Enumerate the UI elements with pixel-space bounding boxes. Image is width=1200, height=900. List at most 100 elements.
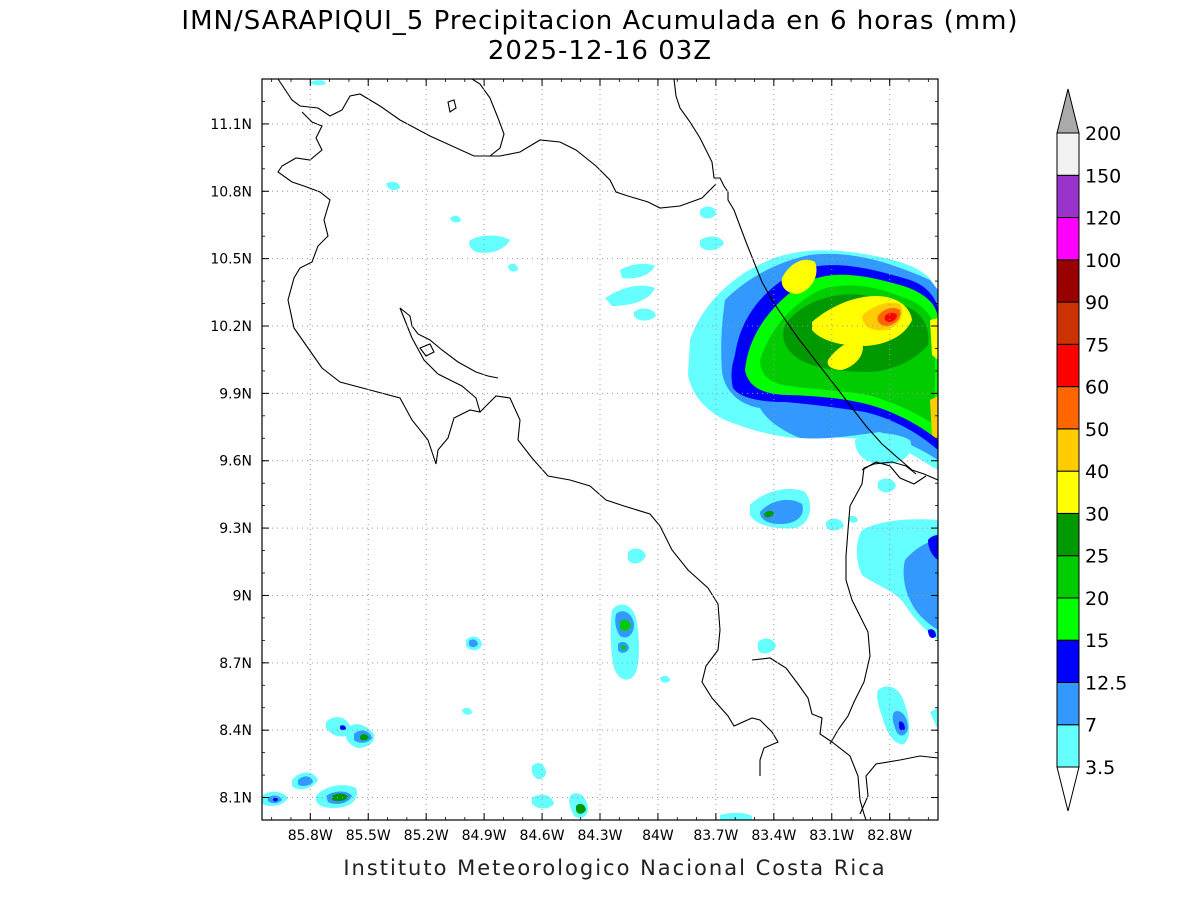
precip-n-cell-1 xyxy=(469,235,510,253)
precip-se-cell-6 xyxy=(930,708,938,730)
precip-ne-60 xyxy=(884,312,897,322)
precip-sw-cell-1c xyxy=(360,734,369,741)
precip-se-cell-2 xyxy=(855,433,912,465)
precip-c-cell-4b xyxy=(469,639,478,648)
coastlines xyxy=(277,79,938,820)
lat-tick-label: 9.6N xyxy=(219,454,252,470)
colorbar-label: 50 xyxy=(1085,419,1109,441)
precip-e-edge-30 xyxy=(930,318,938,360)
map-title: IMN/SARAPIQUI_5 Precipitacion Acumulada … xyxy=(181,6,1019,36)
precip-c-cell-3e xyxy=(621,644,626,650)
colorbar-label: 30 xyxy=(1085,503,1109,525)
lat-tick-label: 9.9N xyxy=(219,386,252,402)
colorbar-label: 60 xyxy=(1085,377,1109,399)
precip-n-cell-4 xyxy=(634,308,656,321)
colorbar-label: 20 xyxy=(1085,588,1109,610)
colorbar-swatch xyxy=(1056,724,1080,768)
colorbar-swatch xyxy=(1056,470,1080,514)
precip-sw-cell-1d xyxy=(340,725,346,731)
colorbar-swatch xyxy=(1056,301,1080,345)
precip-sw-cell-5 xyxy=(532,794,554,809)
precip-se-cell-4 xyxy=(826,518,844,531)
colorbar-label: 200 xyxy=(1085,123,1121,145)
precip-se-cell-1c xyxy=(899,721,905,731)
colorbar-swatch xyxy=(1056,343,1080,388)
lat-tick-label: 10.2N xyxy=(210,319,252,335)
colorbar-label: 7 xyxy=(1085,715,1097,737)
lat-tick-label: 9N xyxy=(233,588,252,604)
colorbar-label: 25 xyxy=(1085,546,1109,568)
coastline-gulf-nicoya xyxy=(399,307,499,379)
colorbar-swatch xyxy=(1056,639,1080,683)
coastline-lake-island xyxy=(447,99,457,113)
colorbar-label: 150 xyxy=(1085,165,1121,187)
lon-tick-label: 83.1W xyxy=(809,828,854,844)
precip-se-band-d xyxy=(928,629,936,638)
lon-tick-label: 85.8W xyxy=(288,828,333,844)
precip-n-cell-3 xyxy=(620,263,655,279)
colorbar-label: 100 xyxy=(1085,250,1121,272)
precip-ne-30c xyxy=(827,340,863,370)
gridlines xyxy=(262,79,938,820)
coastline-nicaragua-lake xyxy=(277,79,505,157)
lon-tick-label: 84.3W xyxy=(577,828,622,844)
colorbar-swatch xyxy=(1056,259,1080,303)
lon-tick-label: 82.8W xyxy=(867,828,912,844)
precip-c-cell-5 xyxy=(758,638,776,654)
lat-tick-label: 10.8N xyxy=(210,184,252,200)
colorbar-label: 3.5 xyxy=(1085,757,1115,779)
precip-sw-cell-3c xyxy=(332,793,348,802)
longitude-axis: 85.8W 85.5W 85.2W 84.9W 84.6W 84.3W 84W 83.7W 83… xyxy=(271,79,929,844)
precip-ne-30b xyxy=(781,259,817,294)
colorbar-label: 15 xyxy=(1085,630,1109,652)
colorbar-swatch xyxy=(1056,681,1080,726)
coastline-panama-pacific xyxy=(859,755,938,815)
colorbar-swatch xyxy=(1056,555,1080,599)
precip-n-cell-6 xyxy=(700,236,724,251)
colorbar-over-arrow xyxy=(1056,88,1080,134)
precip-c-cell-3c xyxy=(620,619,631,631)
border-panama-river xyxy=(861,461,927,485)
colorbar-label: 40 xyxy=(1085,461,1109,483)
colorbar-legend: 3.5 7 12.5 15 20 25 30 40 50 60 75 90 100 120 150 200 xyxy=(1056,88,1127,812)
colorbar-under-arrow xyxy=(1056,766,1080,812)
precip-se-cell-5 xyxy=(848,515,858,523)
coastline-pacific-north xyxy=(277,111,481,465)
latitude-axis: 8.1N 8.4N 8.7N 9N 9.3N 9.6N 9.9N 10.2N 10.5N 10.8… xyxy=(210,78,938,821)
lon-tick-label: 84.6W xyxy=(520,828,565,844)
lat-tick-label: 8.7N xyxy=(219,656,252,672)
precip-sw-cell-6 xyxy=(532,763,546,780)
lat-tick-label: 8.4N xyxy=(219,723,252,739)
precip-se-band-b xyxy=(903,540,938,630)
lat-tick-label: 8.1N xyxy=(219,791,252,807)
lon-tick-label: 83.7W xyxy=(693,828,738,844)
precip-n-cell-7 xyxy=(386,181,400,191)
precip-n-cell-8 xyxy=(450,215,461,223)
precip-n-cell-5 xyxy=(700,206,716,219)
credit-text: Instituto Meteorologico Nacional Costa R… xyxy=(343,856,887,880)
colorbar-swatch xyxy=(1056,597,1080,641)
precip-sw-cell-4c xyxy=(273,797,278,802)
coastline-nicoya-island xyxy=(419,343,435,357)
colorbar-swatch xyxy=(1056,386,1080,430)
lat-tick-label: 11.1N xyxy=(210,117,252,133)
precip-c-cell-2 xyxy=(628,548,646,564)
precip-sw-cell-7b xyxy=(576,803,586,814)
borders xyxy=(474,139,927,745)
colorbar-swatch xyxy=(1056,132,1080,176)
lat-tick-label: 9.3N xyxy=(219,521,252,537)
coastline-osa xyxy=(751,657,867,820)
precip-c-cell-1b xyxy=(760,499,803,524)
precip-n-cell-2 xyxy=(605,285,655,306)
colorbar-swatch xyxy=(1056,217,1080,261)
coastline-caribbean xyxy=(673,79,938,481)
coastline-pacific-central xyxy=(479,395,779,776)
map-datetime: 2025-12-16 03Z xyxy=(487,36,713,66)
lon-tick-label: 85.5W xyxy=(346,828,391,844)
precip-sw-cell-8 xyxy=(720,812,752,820)
colorbar-label: 12.5 xyxy=(1085,672,1127,694)
precip-se-band-c xyxy=(928,535,938,560)
lon-tick-label: 84.9W xyxy=(462,828,507,844)
lat-tick-label: 10.5N xyxy=(210,252,252,268)
